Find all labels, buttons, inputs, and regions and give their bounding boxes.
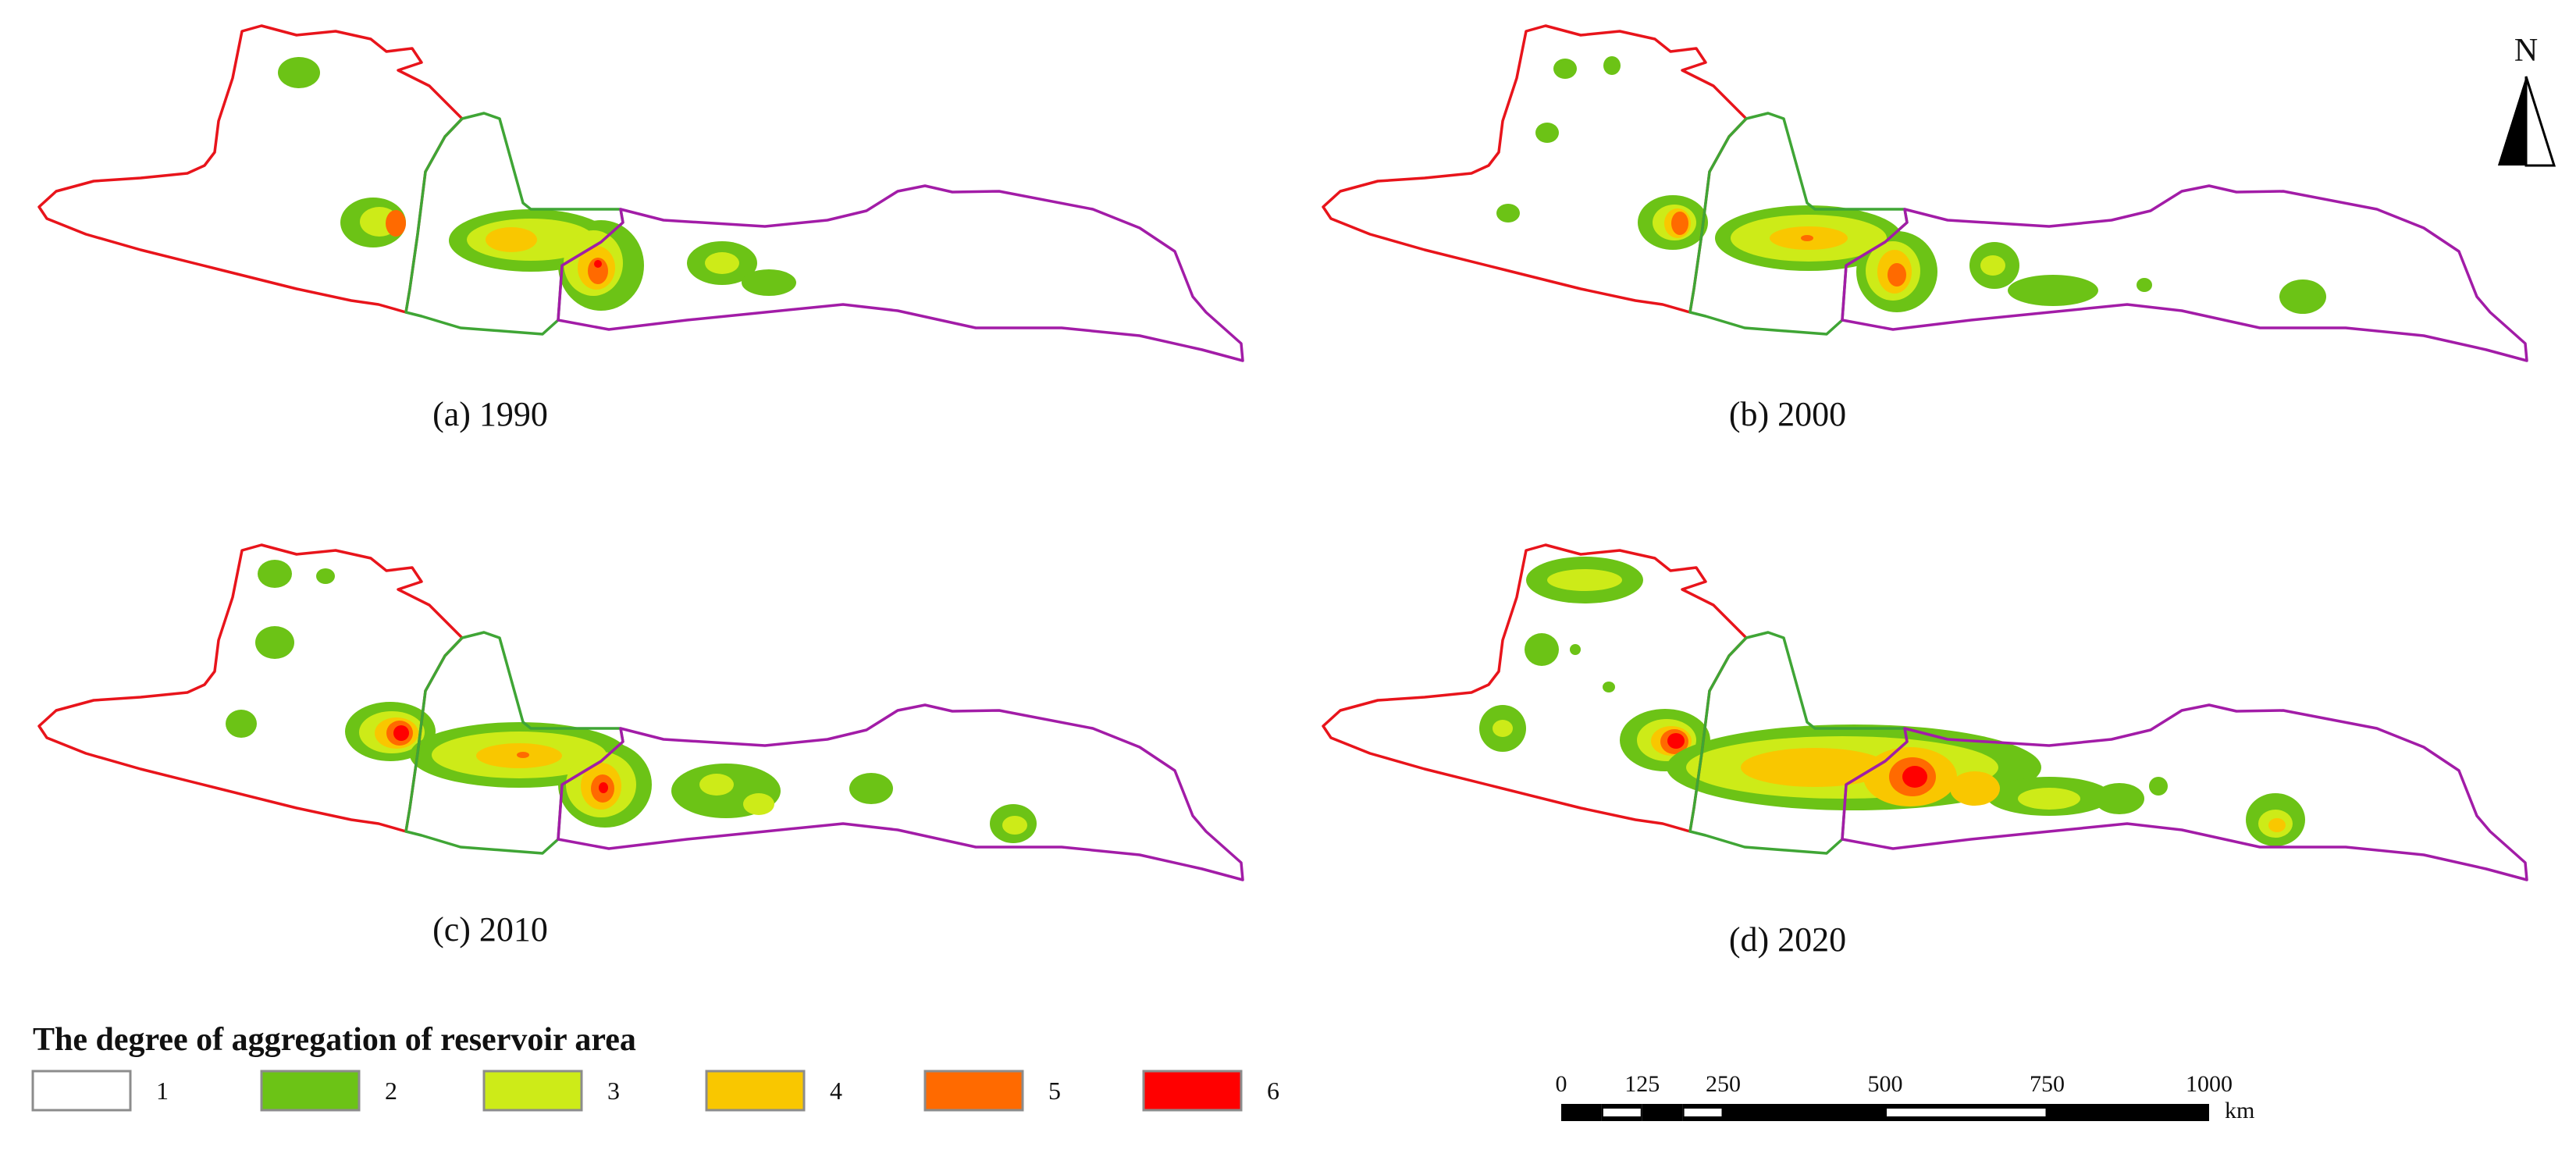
legend-swatch-5 bbox=[923, 1070, 1024, 1112]
legend-label-4: 4 bbox=[830, 1077, 842, 1105]
scale-tick-750: 750 bbox=[2030, 1071, 2065, 1097]
scale-segment-inner bbox=[1603, 1109, 1641, 1116]
legend-swatch-6 bbox=[1142, 1070, 1243, 1112]
legend-label-2: 2 bbox=[385, 1077, 397, 1105]
legend: The degree of aggregation of reservoir a… bbox=[31, 1022, 1279, 1112]
scale-tick-125: 125 bbox=[1624, 1071, 1660, 1097]
reservoir-aggregation-2020 bbox=[1479, 557, 2305, 846]
panel-caption-c: (c) 2010 bbox=[432, 910, 548, 949]
scale-segment-outer bbox=[2047, 1104, 2209, 1121]
legend-title: The degree of aggregation of reservoir a… bbox=[33, 1022, 636, 1058]
region-boundaries bbox=[1322, 24, 2528, 362]
legend-swatch-2 bbox=[260, 1070, 361, 1112]
north-label: N bbox=[2514, 33, 2538, 69]
legend-label-3: 3 bbox=[607, 1077, 620, 1105]
reservoir-aggregation-2000 bbox=[1496, 56, 2326, 314]
scale-segment-inner bbox=[1684, 1109, 1722, 1116]
scale-segment-outer bbox=[1561, 1104, 1602, 1121]
region-boundaries bbox=[37, 543, 1244, 881]
scale-tick-1000: 1000 bbox=[2186, 1071, 2233, 1097]
reservoir-aggregation-1990 bbox=[278, 57, 796, 311]
legend-swatch-4 bbox=[705, 1070, 806, 1112]
panel-caption-b: (b) 2000 bbox=[1729, 395, 1846, 433]
map-panel-c bbox=[37, 543, 1244, 881]
legend-swatch-3 bbox=[482, 1070, 583, 1112]
legend-label-5: 5 bbox=[1048, 1077, 1061, 1105]
map-panel-a bbox=[37, 24, 1244, 362]
region-boundaries bbox=[37, 24, 1244, 362]
scale-segment-outer bbox=[1723, 1104, 1885, 1121]
reservoir-aggregation-2010 bbox=[226, 560, 1037, 843]
panel-caption-a: (a) 1990 bbox=[432, 395, 548, 433]
north-arrow-icon bbox=[2498, 76, 2556, 167]
scale-segment-outer bbox=[1642, 1104, 1683, 1121]
panel-caption-d: (d) 2020 bbox=[1729, 920, 1846, 959]
scale-tick-labels: 0 125 250 500 750 1000 bbox=[1556, 1071, 2233, 1097]
map-panel-b bbox=[1322, 24, 2528, 362]
scale-tick-250: 250 bbox=[1706, 1071, 1741, 1097]
scale-segment-inner bbox=[1887, 1109, 2046, 1116]
legend-label-6: 6 bbox=[1267, 1077, 1279, 1105]
map-panel-d bbox=[1322, 543, 2528, 881]
north-arrow: N bbox=[2498, 33, 2556, 167]
scale-tick-500: 500 bbox=[1868, 1071, 1903, 1097]
scale-bar: 0 125 250 500 750 1000 km bbox=[1556, 1071, 2255, 1123]
legend-swatch-1 bbox=[31, 1070, 132, 1112]
scale-tick-0: 0 bbox=[1556, 1071, 1567, 1097]
legend-items: 1 2 3 4 5 6 bbox=[31, 1070, 1279, 1112]
scale-unit: km bbox=[2225, 1098, 2254, 1123]
legend-label-1: 1 bbox=[156, 1077, 169, 1105]
scale-segments bbox=[1561, 1104, 2209, 1121]
